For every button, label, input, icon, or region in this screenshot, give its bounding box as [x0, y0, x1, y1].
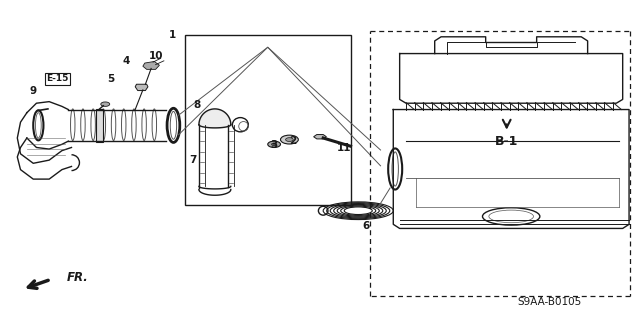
- Text: B-1: B-1: [495, 135, 518, 148]
- Bar: [185, 34, 351, 205]
- Circle shape: [271, 143, 276, 145]
- Text: 3: 3: [271, 140, 278, 150]
- Polygon shape: [135, 84, 148, 91]
- Circle shape: [280, 135, 298, 144]
- Text: 11: 11: [337, 144, 351, 153]
- Text: 5: 5: [108, 75, 115, 85]
- Polygon shape: [143, 62, 159, 69]
- Circle shape: [100, 102, 109, 106]
- Text: 2: 2: [290, 136, 297, 145]
- Circle shape: [285, 138, 293, 141]
- Text: 6: 6: [362, 221, 369, 231]
- Text: 8: 8: [193, 100, 201, 110]
- Text: 9: 9: [29, 85, 37, 96]
- Text: 4: 4: [123, 56, 130, 66]
- Text: FR.: FR.: [67, 271, 88, 284]
- Text: 1: 1: [168, 30, 176, 40]
- Bar: [96, 108, 103, 142]
- Text: 7: 7: [189, 154, 196, 165]
- Text: 10: 10: [148, 51, 163, 61]
- Circle shape: [268, 141, 280, 147]
- Polygon shape: [314, 135, 326, 139]
- Text: E-15: E-15: [46, 74, 68, 83]
- Text: S9AA-B0105: S9AA-B0105: [517, 297, 582, 308]
